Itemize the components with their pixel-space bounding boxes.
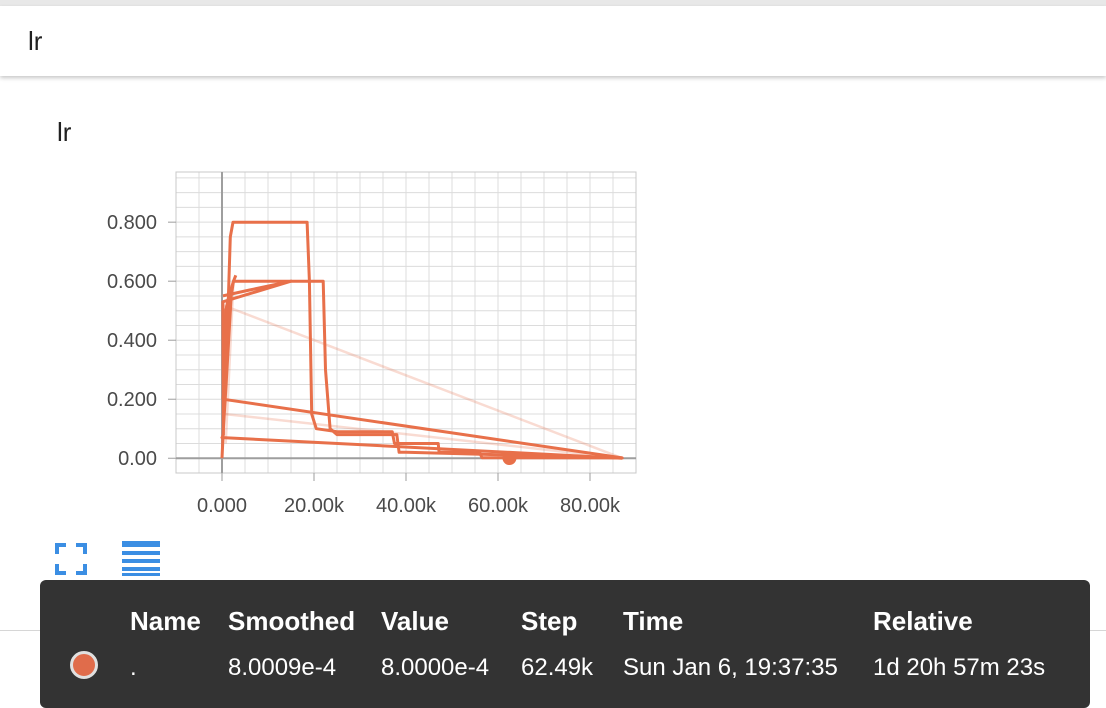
y-tick-label: 0.400 [107, 330, 157, 352]
header-step: Step [521, 606, 578, 636]
tooltip: Name Smoothed Value Step Time Relative .… [40, 580, 1090, 708]
faded-series-line [224, 412, 623, 460]
y-tick-label: 0.800 [107, 212, 157, 234]
series-line [220, 274, 238, 459]
y-tick-label: 0.00 [118, 448, 157, 470]
x-tick-label: 40.00k [376, 495, 437, 517]
chart-title: lr [57, 117, 72, 147]
card-header-title: lr [28, 26, 43, 56]
header-relative: Relative [873, 606, 973, 636]
row-relative: 1d 20h 57m 23s [873, 654, 1046, 681]
row-step: 62.49k [521, 654, 594, 681]
list-icon[interactable] [122, 540, 160, 576]
x-tick-label: 0.000 [197, 495, 247, 517]
header-value: Value [381, 606, 449, 636]
x-tick-label: 60.00k [468, 495, 529, 517]
row-value: 8.0000e-4 [381, 654, 490, 681]
faded-series-line [221, 303, 623, 460]
row-smoothed: 8.0009e-4 [228, 654, 337, 681]
y-tick-label: 0.600 [107, 271, 157, 293]
x-tick-label: 80.00k [560, 495, 621, 517]
fullscreen-icon[interactable] [55, 543, 87, 575]
y-tick-label: 0.200 [107, 389, 157, 411]
series-color-swatch [70, 651, 98, 679]
row-time: Sun Jan 6, 19:37:35 [623, 654, 838, 681]
top-strip [0, 0, 1106, 6]
header-smoothed: Smoothed [228, 606, 356, 636]
row-name: . [130, 654, 137, 681]
header-time: Time [623, 606, 684, 636]
header-name: Name [130, 606, 201, 636]
card-header[interactable]: lr [0, 6, 1106, 76]
x-tick-label: 20.00k [284, 495, 345, 517]
hover-point [502, 451, 517, 466]
